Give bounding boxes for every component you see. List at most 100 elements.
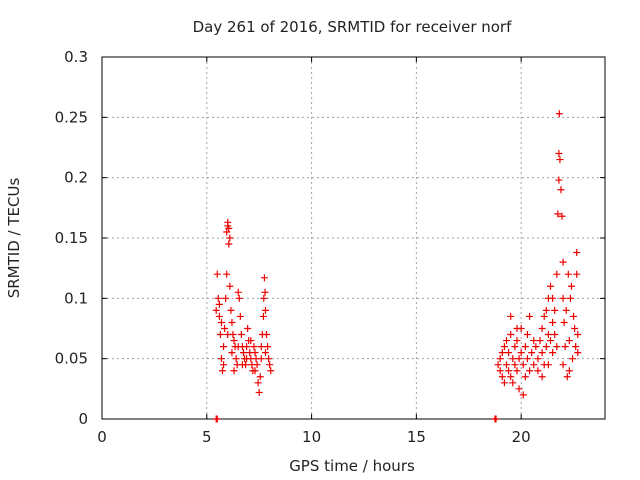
data-point <box>566 294 574 302</box>
data-point <box>219 367 227 375</box>
data-point <box>502 361 510 369</box>
data-point <box>554 210 562 218</box>
data-point <box>507 373 515 381</box>
data-point <box>500 379 508 387</box>
data-point <box>260 294 268 302</box>
data-point <box>519 391 527 399</box>
data-point <box>573 248 581 256</box>
data-point <box>225 224 233 232</box>
data-point <box>507 312 515 320</box>
data-point <box>216 331 224 339</box>
data-point <box>553 270 561 278</box>
data-point <box>558 212 566 220</box>
y-axis-label: SRMTID / TECUs <box>5 178 23 299</box>
data-point <box>227 306 235 314</box>
data-point <box>228 318 236 326</box>
data-point <box>521 373 529 381</box>
data-point <box>517 349 525 357</box>
data-point <box>492 415 500 423</box>
x-tick-label: 10 <box>302 428 321 446</box>
data-point <box>559 258 567 266</box>
data-point <box>214 294 222 302</box>
data-point <box>496 367 504 375</box>
grid <box>102 57 605 419</box>
data-point <box>243 343 251 351</box>
data-point <box>224 218 232 226</box>
data-point <box>505 349 513 357</box>
data-point <box>496 355 504 363</box>
data-point <box>234 343 242 351</box>
data-point <box>534 367 542 375</box>
data-point <box>498 349 506 357</box>
data-point <box>523 355 531 363</box>
data-point <box>532 343 540 351</box>
data-point <box>526 312 534 320</box>
y-axis: 0 0.05 0.1 0.15 0.2 0.25 0.3 <box>55 48 605 428</box>
data-point <box>571 325 579 332</box>
data-point <box>257 343 265 351</box>
data-point <box>559 294 567 302</box>
x-tick-label: 20 <box>512 428 531 446</box>
data-point <box>523 331 531 339</box>
data-point <box>574 349 582 357</box>
data-point <box>570 312 578 320</box>
data-point <box>538 349 546 357</box>
data-point <box>542 343 550 351</box>
data-point <box>538 373 546 381</box>
data-point <box>261 288 269 296</box>
data-point <box>217 355 225 363</box>
data-point <box>549 294 557 302</box>
chart-title: Day 261 of 2016, SRMTID for receiver nor… <box>193 18 513 36</box>
data-point <box>557 186 565 194</box>
data-point <box>513 337 521 345</box>
data-point <box>563 373 571 381</box>
data-point <box>534 355 542 363</box>
data-point <box>267 367 275 375</box>
data-point <box>562 306 570 314</box>
y-tick-label: 0.15 <box>55 229 88 247</box>
x-tick-label: 5 <box>202 428 212 446</box>
y-tick-label: 0.1 <box>64 289 88 307</box>
data-point <box>505 367 513 375</box>
data-point <box>228 349 236 357</box>
data-point <box>507 331 515 339</box>
data-point <box>544 331 552 339</box>
y-tick-label: 0 <box>78 410 88 428</box>
data-point <box>515 385 523 393</box>
data-points <box>212 110 582 423</box>
data-point <box>564 270 572 278</box>
data-point <box>221 325 229 332</box>
data-point <box>261 349 269 357</box>
data-point <box>515 355 523 363</box>
data-point <box>256 373 264 381</box>
data-point <box>551 331 559 339</box>
data-point <box>238 361 246 369</box>
data-point <box>225 240 233 248</box>
data-point <box>509 355 517 363</box>
data-point <box>217 318 225 326</box>
data-point <box>230 367 238 375</box>
data-point <box>263 331 271 339</box>
data-point <box>500 343 508 351</box>
data-point <box>236 312 244 320</box>
data-point <box>230 337 238 345</box>
y-tick-label: 0.3 <box>64 48 88 66</box>
data-point <box>255 388 263 396</box>
data-point <box>509 379 517 387</box>
data-point <box>526 367 534 375</box>
data-point <box>261 306 269 314</box>
data-point <box>498 373 506 381</box>
data-point <box>538 325 546 332</box>
data-point <box>502 337 510 345</box>
data-point <box>547 282 555 290</box>
data-point <box>567 282 575 290</box>
data-point <box>530 361 538 369</box>
data-point <box>565 337 573 345</box>
data-point <box>220 361 228 369</box>
data-point <box>544 361 552 369</box>
data-point <box>572 343 580 351</box>
data-point <box>555 110 563 118</box>
data-point <box>259 312 267 320</box>
data-point <box>573 270 581 278</box>
